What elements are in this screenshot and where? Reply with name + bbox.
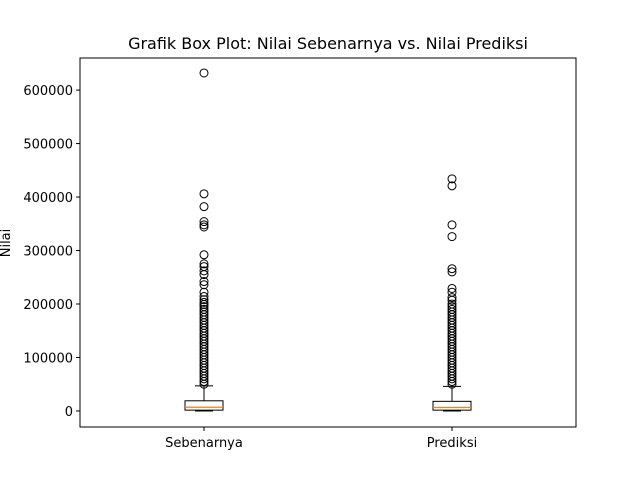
chart-title: Grafik Box Plot: Nilai Sebenarnya vs. Ni… <box>128 34 528 53</box>
outlier-point <box>447 220 457 230</box>
outlier-point <box>199 374 209 384</box>
y-tick-label: 300000 <box>23 245 73 260</box>
outlier-point <box>447 379 457 389</box>
outlier-point <box>447 181 457 191</box>
outlier-point <box>199 280 209 290</box>
outlier-point <box>447 295 457 305</box>
outlier-point <box>447 174 457 184</box>
outlier-point <box>199 222 209 232</box>
plot-area: 0 100000 200000 300000 400000 500000 600000 Seb… <box>23 68 477 451</box>
outlier-point <box>199 287 209 297</box>
outlier-point <box>199 217 209 227</box>
y-tick-label: 500000 <box>23 138 73 153</box>
y-tick-label: 0 <box>65 405 73 420</box>
y-tick-label: 400000 <box>23 191 73 206</box>
outlier-point <box>199 300 209 310</box>
outlier-point <box>199 250 209 260</box>
outlier-point <box>199 189 209 199</box>
iqr-box <box>184 400 224 411</box>
outlier-point <box>199 295 209 305</box>
outlier-point <box>447 377 457 387</box>
outlier-point <box>447 267 457 277</box>
outlier-point <box>447 264 457 274</box>
outlier-point <box>199 377 209 387</box>
outlier-point <box>199 379 209 389</box>
outlier-point <box>447 232 457 242</box>
y-tick-label: 200000 <box>23 298 73 313</box>
outlier-point <box>199 270 209 280</box>
outlier-point <box>447 293 457 303</box>
outlier-point <box>199 266 209 276</box>
iqr-box <box>432 400 472 411</box>
outlier-point <box>199 297 209 307</box>
x-tick-label: Prediksi <box>427 436 477 451</box>
outlier-point <box>199 277 209 287</box>
outlier-point <box>199 202 209 212</box>
outlier-point <box>199 259 209 269</box>
plot-frame <box>79 57 577 428</box>
x-tick-label: Sebenarnya <box>165 436 243 451</box>
y-axis-label: Nilai <box>0 229 14 258</box>
outlier-point <box>447 283 457 293</box>
y-tick-label: 600000 <box>23 84 73 99</box>
outlier-point <box>447 374 457 384</box>
outlier-point <box>199 68 209 78</box>
outlier-point <box>199 220 209 230</box>
y-tick-label: 100000 <box>23 351 73 366</box>
